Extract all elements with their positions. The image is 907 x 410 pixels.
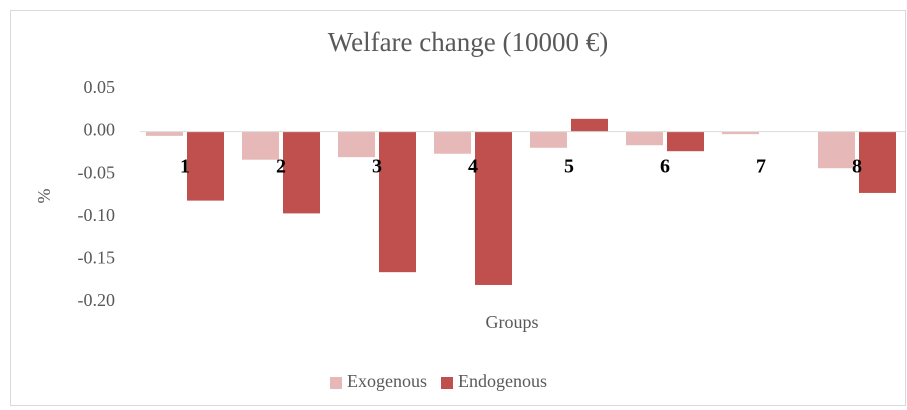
legend-swatch — [330, 377, 342, 389]
y-axis-label: % — [34, 189, 54, 204]
bar — [571, 118, 608, 132]
y-tick-label: -0.05 — [78, 162, 116, 182]
bar — [626, 131, 663, 146]
y-tick-label: -0.10 — [78, 205, 116, 225]
chart-title: Welfare change (10000 €) — [328, 27, 608, 57]
x-tick-label: 3 — [372, 156, 382, 178]
bar — [667, 131, 704, 152]
bar — [722, 131, 759, 135]
bar — [187, 131, 224, 201]
x-tick-label: 6 — [660, 156, 670, 178]
x-axis-label: Groups — [486, 312, 539, 332]
y-tick-label: -0.15 — [78, 248, 116, 268]
x-tick-label: 5 — [564, 156, 574, 178]
y-tick-label: -0.20 — [78, 290, 116, 310]
bar — [475, 131, 512, 285]
legend-label: Exogenous — [347, 371, 427, 391]
legend-label: Endogenous — [458, 371, 547, 391]
y-tick-label: 0.05 — [84, 77, 116, 97]
legend-swatch — [441, 377, 453, 389]
bar — [379, 131, 416, 273]
bar — [338, 131, 375, 158]
bar — [242, 131, 279, 160]
bar — [859, 131, 896, 193]
x-tick-label: 2 — [276, 156, 286, 178]
chart-frame — [10, 10, 906, 406]
y-tick-label: 0.00 — [84, 120, 116, 140]
bar — [146, 131, 183, 136]
x-tick-label: 4 — [468, 156, 478, 178]
bar — [434, 131, 471, 154]
bar — [530, 131, 567, 148]
x-tick-label: 8 — [852, 156, 862, 178]
x-tick-label: 1 — [180, 156, 190, 178]
x-tick-label: 7 — [756, 156, 766, 178]
bar — [818, 131, 855, 169]
bar — [283, 131, 320, 214]
